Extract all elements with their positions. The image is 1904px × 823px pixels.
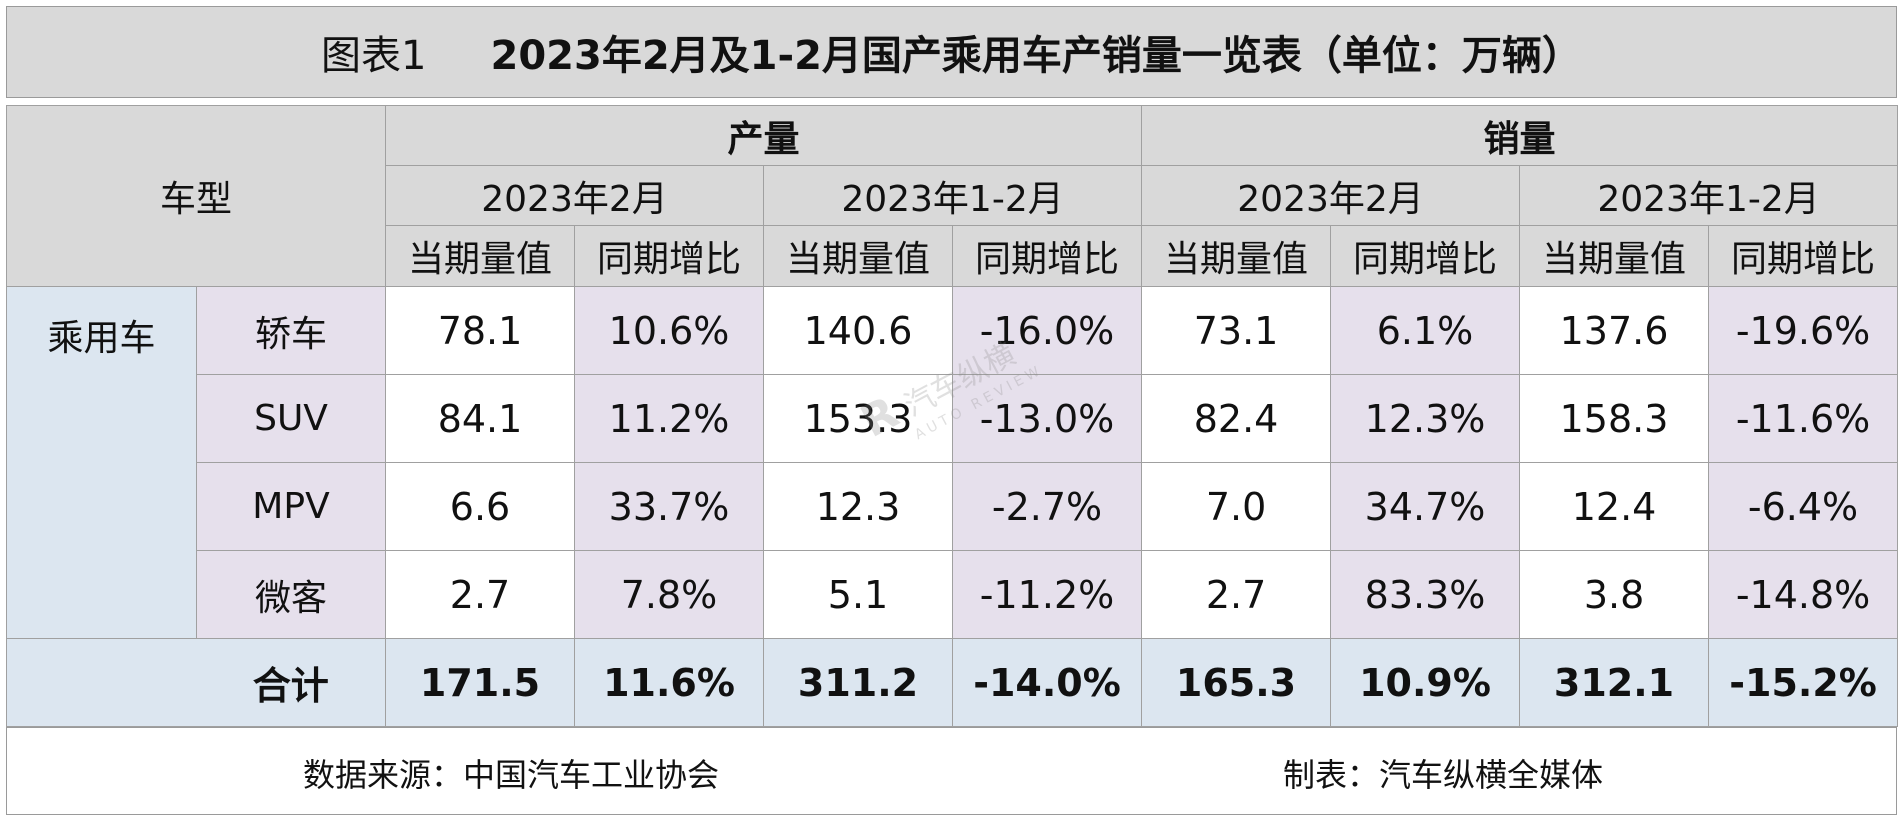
data-cell: 73.1 <box>1141 286 1332 375</box>
total-cell: 10.9% <box>1330 638 1521 727</box>
data-cell: 12.3% <box>1330 374 1521 463</box>
total-label: 合计 <box>196 638 387 727</box>
header-prod-month: 2023年2月 <box>385 165 765 226</box>
total-cell: 311.2 <box>763 638 954 727</box>
total-cell: 171.5 <box>385 638 576 727</box>
header-prod-ytd: 2023年1-2月 <box>763 165 1143 226</box>
data-cell: 33.7% <box>574 462 765 551</box>
total-cell: -15.2% <box>1708 638 1899 727</box>
data-cell: 6.6 <box>385 462 576 551</box>
total-cell: 11.6% <box>574 638 765 727</box>
data-cell: 83.3% <box>1330 550 1521 639</box>
table-title: 图表1 2023年2月及1-2月国产乘用车产销量一览表（单位：万辆） <box>6 6 1897 98</box>
data-source: 数据来源：中国汽车工业协会 <box>303 756 720 794</box>
total-blank-cell <box>6 638 197 727</box>
vehicle-type-cell: 轿车 <box>195 286 387 375</box>
data-cell: 2.7 <box>1141 550 1332 639</box>
data-cell: -19.6% <box>1708 286 1899 375</box>
data-cell: 34.7% <box>1330 462 1521 551</box>
header-sales: 销量 <box>1141 105 1899 166</box>
data-cell: 12.3 <box>763 462 954 551</box>
data-cell: -11.6% <box>1708 374 1899 463</box>
header-row-metrics: 当期量值 同期增比 当期量值 同期增比 当期量值 同期增比 当期量值 同期增比 <box>7 225 1899 287</box>
data-cell: 7.8% <box>574 550 765 639</box>
data-cell: 11.2% <box>574 374 765 463</box>
total-cell: 312.1 <box>1519 638 1710 727</box>
total-row: 合计 171.5 11.6% 311.2 -14.0% 165.3 10.9% … <box>6 638 1899 727</box>
header-sales-month: 2023年2月 <box>1141 165 1521 226</box>
data-cell: 10.6% <box>574 286 765 375</box>
table-row: SUV 84.1 11.2% 153.3 -13.0% 82.4 12.3% 1… <box>7 374 1899 463</box>
vehicle-type-cell: MPV <box>195 462 387 551</box>
header-yoy: 同期增比 <box>1708 225 1899 287</box>
data-cell: 153.3 <box>763 374 954 463</box>
data-cell: -2.7% <box>952 462 1143 551</box>
data-cell: 158.3 <box>1519 374 1710 463</box>
data-cell: -6.4% <box>1708 462 1899 551</box>
data-cell: 140.6 <box>763 286 954 375</box>
data-cell: 7.0 <box>1141 462 1332 551</box>
table-maker: 制表：汽车纵横全媒体 <box>1283 756 1604 794</box>
header-current-value: 当期量值 <box>385 225 576 287</box>
data-cell: 78.1 <box>385 286 576 375</box>
header-yoy: 同期增比 <box>574 225 765 287</box>
category-cell: 乘用车 <box>6 286 197 639</box>
header-production: 产量 <box>385 105 1143 166</box>
data-cell: -13.0% <box>952 374 1143 463</box>
header-yoy: 同期增比 <box>1330 225 1521 287</box>
header-vehicle-type: 车型 <box>5 105 387 287</box>
table-row: 乘用车 轿车 78.1 10.6% 140.6 -16.0% 73.1 6.1%… <box>6 286 1899 639</box>
data-cell: 2.7 <box>385 550 576 639</box>
data-cell: 84.1 <box>385 374 576 463</box>
table-row: 微客 2.7 7.8% 5.1 -11.2% 2.7 83.3% 3.8 -14… <box>7 550 1899 639</box>
data-cell: 5.1 <box>763 550 954 639</box>
production-sales-table: 车型 产量 销量 2023年2月 2023年1-2月 2023年2月 2023年… <box>5 105 1899 727</box>
total-cell: -14.0% <box>952 638 1143 727</box>
title-text: 2023年2月及1-2月国产乘用车产销量一览表（单位：万辆） <box>490 33 1582 79</box>
data-cell: 3.8 <box>1519 550 1710 639</box>
header-current-value: 当期量值 <box>763 225 954 287</box>
header-sales-ytd: 2023年1-2月 <box>1519 165 1899 226</box>
table-footer: 数据来源：中国汽车工业协会 制表：汽车纵横全媒体 <box>6 727 1897 815</box>
header-yoy: 同期增比 <box>952 225 1143 287</box>
vehicle-type-cell: SUV <box>195 374 387 463</box>
data-cell: 6.1% <box>1330 286 1521 375</box>
data-cell: 12.4 <box>1519 462 1710 551</box>
header-current-value: 当期量值 <box>1141 225 1332 287</box>
header-current-value: 当期量值 <box>1519 225 1710 287</box>
total-cell: 165.3 <box>1141 638 1332 727</box>
data-cell: 137.6 <box>1519 286 1710 375</box>
data-cell: -14.8% <box>1708 550 1899 639</box>
data-cell: -16.0% <box>952 286 1143 375</box>
table-row: MPV 6.6 33.7% 12.3 -2.7% 7.0 34.7% 12.4 … <box>7 462 1899 551</box>
figure-number: 图表1 <box>321 33 427 79</box>
vehicle-type-cell: 微客 <box>195 550 387 639</box>
data-cell: -11.2% <box>952 550 1143 639</box>
header-row-periods: 2023年2月 2023年1-2月 2023年2月 2023年1-2月 <box>7 165 1899 226</box>
header-row-groups: 车型 产量 销量 <box>5 105 1899 287</box>
data-cell: 82.4 <box>1141 374 1332 463</box>
